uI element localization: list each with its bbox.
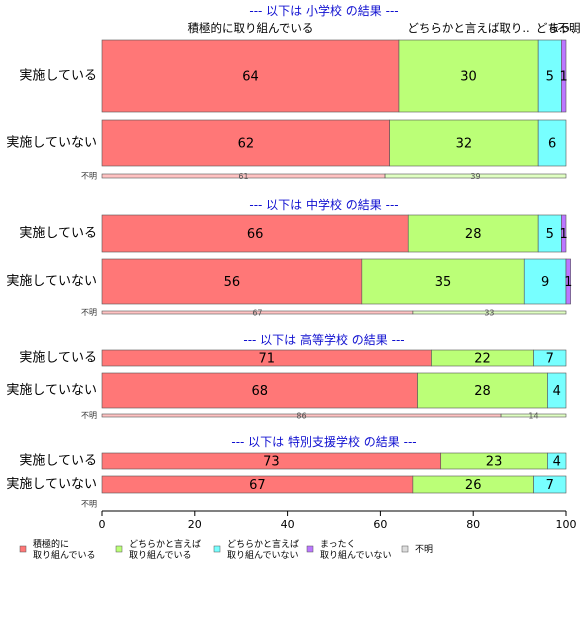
category-label: 実施している: [19, 225, 97, 241]
legend-swatch: [213, 545, 221, 553]
bar-segment: [412, 310, 567, 315]
legend-swatch: [115, 545, 123, 553]
data-label: 32: [456, 137, 473, 152]
bar-segment: [384, 173, 567, 179]
category-label: 不明: [81, 172, 97, 181]
data-label: 6: [548, 137, 556, 152]
category-label: 実施している: [19, 453, 97, 469]
top-series-label: 積極的に取り組んでいる: [188, 21, 314, 35]
category-label: 不明: [81, 500, 97, 509]
bar-segment: [561, 214, 567, 253]
x-tick-label: 60: [373, 518, 387, 531]
data-label: 28: [465, 227, 482, 242]
data-label: 61: [238, 172, 248, 181]
data-label: 73: [263, 455, 280, 470]
legend-swatch: [306, 545, 314, 553]
category-label: 実施している: [19, 68, 97, 84]
data-label: 22: [474, 352, 491, 367]
category-label: 実施している: [19, 350, 97, 366]
bar-segment: [523, 258, 567, 305]
legend-label: 不明: [415, 544, 433, 555]
bar-segment: [407, 214, 539, 253]
panel-title: --- 以下は 中学校 の結果 ---: [249, 197, 398, 212]
data-label: 67: [252, 309, 262, 318]
legend-swatch: [401, 545, 409, 553]
category-label: 不明: [81, 308, 97, 317]
top-series-label: まっ..: [548, 21, 578, 35]
x-tick-label: 20: [188, 518, 202, 531]
data-label: 5: [546, 70, 554, 85]
data-label: 5: [546, 227, 554, 242]
data-label: 86: [296, 412, 306, 421]
data-label: 26: [465, 478, 482, 493]
bar-segment: [547, 372, 567, 409]
bar-segment: [417, 372, 548, 409]
bar-segment: [533, 349, 567, 367]
category-label: 実施していない: [6, 135, 97, 151]
legend-label: まったく取り組んでいない: [320, 539, 392, 561]
data-label: 7: [546, 478, 554, 493]
data-label: 71: [258, 352, 275, 367]
data-label: 56: [224, 275, 241, 290]
bar-segment: [533, 475, 567, 494]
bar-segment: [565, 258, 571, 305]
x-tick-label: 0: [99, 518, 106, 531]
bar-segment: [101, 119, 390, 167]
x-tick-label: 100: [556, 518, 577, 531]
data-label: 68: [251, 384, 268, 399]
data-label: 14: [528, 412, 538, 421]
data-label: 7: [546, 352, 554, 367]
data-label: 35: [435, 275, 452, 290]
top-series-label: どちらかと言えば取り..: [407, 21, 529, 35]
bar-segment: [537, 119, 567, 167]
data-label: 9: [541, 275, 549, 290]
data-label: 23: [486, 455, 503, 470]
bar-segment: [361, 258, 525, 305]
data-label: 28: [474, 384, 491, 399]
data-label: 4: [553, 384, 561, 399]
data-label: 4: [553, 455, 561, 470]
top-series-label: 不明: [558, 21, 580, 35]
panel-title: --- 以下は 小学校 の結果 ---: [249, 3, 398, 18]
category-label: 実施していない: [6, 382, 97, 398]
category-label: 実施していない: [6, 273, 97, 289]
top-series-label: どち..: [536, 21, 566, 35]
bar-segment: [101, 39, 400, 113]
legend-label: どちらかと言えば取り組んでいない: [227, 538, 299, 561]
panel-title: --- 以下は 特別支援学校 の結果 ---: [231, 434, 416, 449]
x-tick-label: 80: [466, 518, 480, 531]
data-label: 39: [470, 172, 480, 181]
panel-title: --- 以下は 高等学校 の結果 ---: [243, 332, 404, 347]
legend-swatch: [19, 545, 27, 553]
legend-label: どちらかと言えば取り組んでいる: [129, 538, 201, 561]
data-label: 64: [242, 70, 259, 85]
bar-segment: [500, 413, 567, 418]
data-label: 30: [460, 70, 477, 85]
data-label: 1: [560, 70, 568, 85]
category-label: 実施していない: [6, 476, 97, 492]
data-label: 33: [484, 309, 494, 318]
data-label: 62: [238, 137, 255, 152]
x-tick-label: 40: [281, 518, 295, 531]
data-label: 1: [564, 275, 572, 290]
legend-label: 積極的に取り組んでいる: [33, 538, 96, 561]
bar-segment: [561, 39, 567, 113]
bar-segment: [101, 258, 363, 305]
data-label: 66: [247, 227, 264, 242]
data-label: 67: [249, 478, 266, 493]
data-label: 1: [560, 227, 568, 242]
category-label: 不明: [81, 411, 97, 420]
bar-segment: [547, 452, 567, 470]
